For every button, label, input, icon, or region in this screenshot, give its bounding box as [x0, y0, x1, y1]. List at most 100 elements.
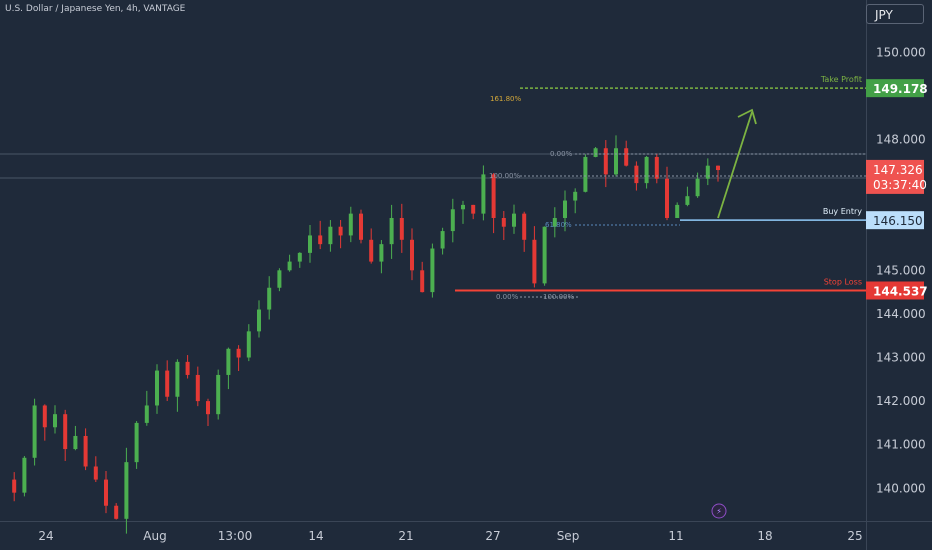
y-tick-label: 144.000 — [876, 307, 926, 321]
candle-body — [195, 374, 200, 402]
x-tick-label: 14 — [308, 529, 323, 543]
candle-body — [440, 231, 445, 249]
candle-body — [685, 196, 690, 205]
fib-label: 161.80% — [490, 95, 521, 103]
countdown: 03:37:40 — [873, 178, 927, 192]
candle-body — [491, 174, 496, 218]
candle-body — [144, 405, 149, 423]
x-tick-label: 21 — [398, 529, 413, 543]
candle-body — [675, 204, 680, 218]
candle-body — [563, 200, 567, 218]
candle-body — [236, 348, 241, 358]
candle-body — [63, 414, 68, 450]
candle-body — [328, 226, 333, 245]
candle-body — [389, 217, 394, 245]
candle-body — [308, 235, 312, 253]
candle-body — [12, 479, 17, 493]
candle-body — [93, 466, 98, 480]
lightning-glyph: ⚡ — [716, 507, 722, 516]
fib-label: 0.00% — [550, 150, 573, 158]
candle-body — [410, 239, 414, 271]
candle-body — [430, 248, 435, 293]
candle-body — [379, 244, 384, 262]
y-tick-label: 143.000 — [876, 351, 926, 365]
fib-label: 61.80% — [545, 221, 572, 229]
y-tick-label: 141.000 — [876, 438, 926, 452]
candle-body — [22, 457, 27, 493]
candle-body — [124, 462, 129, 519]
candle-body — [338, 226, 343, 236]
y-tick-label: 145.000 — [876, 263, 926, 277]
x-tick-label: Sep — [557, 529, 580, 543]
current-price-tag — [866, 159, 924, 194]
candle-body — [297, 252, 302, 262]
take-profit-label: Take Profit — [820, 75, 862, 84]
candle-body — [512, 213, 516, 227]
candle-body — [603, 148, 608, 175]
lightning-icon — [711, 503, 727, 519]
candle-body — [114, 505, 119, 519]
candle-body — [257, 309, 261, 332]
candle-body — [348, 213, 353, 236]
x-tick-label: 11 — [668, 529, 683, 543]
candle-body — [593, 148, 598, 157]
buy-entry-price: 146.150 — [873, 214, 923, 228]
candle-body — [267, 287, 272, 310]
candle-body — [542, 226, 547, 284]
candle-body — [471, 204, 476, 214]
y-tick-label: 140.000 — [876, 481, 926, 495]
x-tick-label: Aug — [143, 529, 166, 543]
candle-body — [450, 209, 455, 232]
candle-body — [654, 156, 659, 179]
candle-body — [552, 217, 557, 227]
candle-body — [277, 270, 282, 288]
candle-body — [165, 370, 170, 397]
candle-body — [155, 370, 159, 406]
fib-label: 0.00% — [496, 293, 519, 301]
candle-body — [216, 374, 221, 415]
candle-body — [705, 165, 710, 179]
projection-arrow — [717, 111, 753, 219]
candle-body — [481, 174, 486, 214]
candle-body — [206, 401, 210, 415]
candle-body — [226, 348, 231, 375]
y-tick-label: 148.000 — [876, 133, 926, 147]
candle-body — [175, 361, 180, 397]
x-tick-label: 13:00 — [218, 529, 253, 543]
y-tick-label: 150.000 — [876, 45, 926, 59]
candle-body — [287, 261, 292, 271]
stop-loss-label: Stop Loss — [824, 277, 862, 286]
candle-body — [695, 178, 700, 197]
candle-body — [318, 235, 323, 245]
take-profit-price-tag — [866, 79, 924, 98]
projection-arrow-head — [737, 108, 757, 125]
candle-body — [134, 422, 139, 463]
candle-body — [420, 270, 425, 293]
candle-body — [461, 204, 465, 210]
symbol-title: U.S. Dollar / Japanese Yen, 4h, VANTAGE — [5, 4, 186, 14]
x-tick-label: 25 — [847, 529, 862, 543]
candle-body — [614, 148, 618, 175]
candle-body — [246, 331, 251, 358]
candle-body — [185, 361, 190, 375]
candle-body — [624, 148, 629, 166]
candle-body — [634, 165, 639, 184]
candle-body — [53, 414, 57, 428]
current-price: 147.326 — [873, 163, 923, 177]
candle-body — [644, 156, 649, 184]
y-tick-label: 142.000 — [876, 394, 926, 408]
buy-entry-label: Buy Entry — [823, 207, 862, 216]
stop-loss-price: 144.537 — [873, 284, 928, 298]
x-tick-label: 24 — [38, 529, 53, 543]
fib-label: 100.00% — [489, 172, 520, 180]
candle-body — [83, 435, 88, 467]
currency-button[interactable]: JPY — [866, 4, 924, 24]
candle-body — [359, 213, 363, 240]
candle-body — [665, 178, 669, 218]
candle-body — [369, 239, 374, 262]
stop-loss-price-tag — [866, 281, 924, 300]
candle-body — [73, 435, 78, 450]
candle-body — [522, 213, 527, 240]
